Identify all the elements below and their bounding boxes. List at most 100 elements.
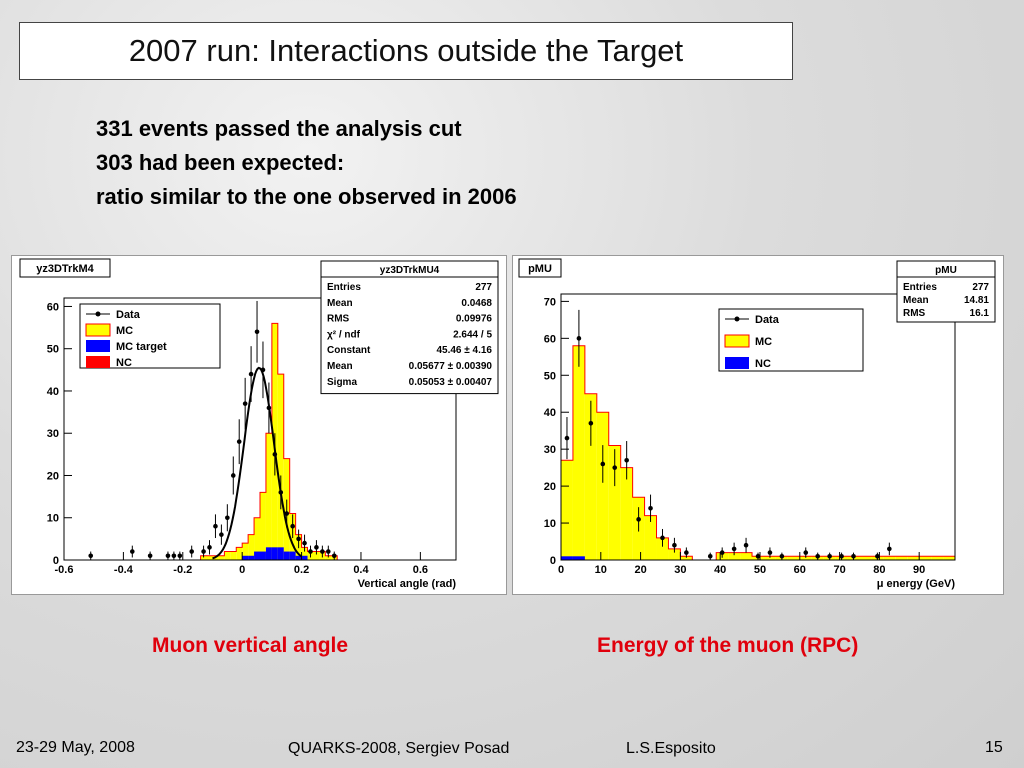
- data-point: [672, 542, 677, 548]
- data-point: [147, 553, 153, 559]
- footer-date: 23-29 May, 2008: [16, 739, 135, 756]
- y-tick-label: 0: [53, 555, 59, 567]
- mc-target-bar: [248, 555, 255, 560]
- mc-bar: [859, 556, 872, 560]
- y-tick-label: 50: [544, 370, 556, 382]
- data-point: [875, 554, 880, 559]
- slide-title-box: 2007 run: Interactions outside the Targe…: [19, 22, 793, 80]
- data-point: [779, 554, 785, 559]
- y-tick-label: 20: [47, 470, 59, 482]
- x-tick-label: 10: [595, 564, 607, 576]
- data-point: [230, 473, 236, 478]
- plot-frame: [560, 293, 956, 561]
- legend-data-marker: [95, 311, 101, 317]
- data-point: [236, 439, 242, 444]
- legend-swatch-mc-target: [86, 340, 110, 352]
- mc-target-bar: [260, 551, 266, 560]
- muon-energy-histogram: pMU 0 10 20 30 40 50 60 70 0 10 20 30 40 50 60 70 80 90 μ e…: [518, 258, 996, 590]
- stats-box: [896, 260, 996, 323]
- mc-bar: [763, 556, 776, 560]
- histogram-name-tag-box: [518, 258, 562, 278]
- data-point: [219, 532, 224, 537]
- legend-swatch-mc-target: [725, 357, 749, 369]
- data-point: [171, 553, 177, 559]
- data-point: [248, 371, 254, 377]
- y-tick-label: 30: [47, 428, 59, 440]
- summary-text: 331 events passed the analysis cut 303 h…: [96, 112, 517, 214]
- mc-target-bar: [289, 551, 296, 560]
- legend-label: MC: [116, 325, 133, 337]
- y-tick-label: 0: [550, 555, 556, 567]
- histogram-name-tag: yz3DTrkM4: [36, 263, 94, 275]
- x-tick-label: 0.2: [294, 564, 309, 576]
- mc-bar: [265, 433, 272, 560]
- data-point: [743, 542, 749, 548]
- data-point: [624, 457, 629, 463]
- data-point: [326, 549, 331, 554]
- mc-bar: [907, 556, 920, 560]
- data-point: [290, 523, 295, 529]
- mc-bar: [596, 412, 609, 560]
- data-point: [320, 549, 325, 554]
- data-point: [177, 553, 183, 559]
- stats-key: Entries: [327, 282, 361, 293]
- mc-bar: [200, 555, 207, 560]
- legend-label: MC target: [116, 341, 167, 353]
- mc-bar: [740, 552, 753, 560]
- mc-bar: [242, 543, 249, 560]
- data-point: [201, 549, 206, 554]
- vertical-angle-histogram-panel: yz3DTrkM4 0 10 20 30 40 50 60 -0.6 -0.4 -0.2 0 0.2 0.…: [11, 255, 507, 595]
- data-point: [707, 554, 713, 559]
- data-point: [827, 554, 832, 559]
- data-point: [278, 490, 284, 495]
- summary-line-3: ratio similar to the one observed in 200…: [96, 184, 517, 209]
- mc-target-bar: [242, 555, 249, 560]
- data-point: [887, 546, 892, 552]
- stats-value: 2.644 / 5: [453, 329, 492, 340]
- mc-bar: [620, 467, 633, 560]
- caption-muon-energy: Energy of the muon (RPC): [597, 634, 859, 657]
- data-point: [272, 452, 278, 457]
- mc-bar: [787, 556, 800, 560]
- x-tick-label: 30: [674, 564, 686, 576]
- mc-bar: [943, 556, 955, 560]
- mc-target-bar: [283, 551, 290, 560]
- y-tick-label: 60: [47, 301, 59, 313]
- data-point: [302, 540, 307, 546]
- mc-target-bar: [572, 556, 585, 560]
- mc-bar: [325, 555, 332, 560]
- mc-bar: [301, 547, 308, 560]
- data-point: [755, 554, 761, 559]
- stats-value: 0.09976: [456, 314, 493, 325]
- data-point: [88, 553, 94, 559]
- mc-bar: [260, 492, 266, 560]
- data-point: [225, 515, 230, 521]
- x-tick-label: -0.4: [114, 564, 134, 576]
- data-point: [213, 523, 218, 529]
- y-tick-label: 10: [544, 518, 556, 530]
- y-tick-label: 40: [544, 407, 556, 419]
- data-point: [576, 336, 582, 341]
- stats-key: Mean: [327, 361, 353, 372]
- data-point: [189, 549, 194, 554]
- slide-title: 2007 run: Interactions outside the Targe…: [128, 33, 684, 68]
- stats-key: Mean: [327, 298, 353, 309]
- stats-value: 0.0468: [461, 298, 492, 309]
- footer-author: L.S.Esposito: [626, 740, 716, 757]
- stats-key: Constant: [327, 345, 371, 356]
- data-point: [331, 553, 337, 559]
- mc-bar: [883, 556, 896, 560]
- legend-swatch-mc: [85, 323, 111, 337]
- mc-bar: [313, 551, 320, 560]
- mc-bar: [561, 460, 573, 560]
- stats-key: χ² / ndf: [327, 329, 361, 340]
- mc-bar: [218, 555, 225, 560]
- x-axis-label: Vertical angle (rad): [358, 578, 457, 590]
- plot-frame: [63, 297, 457, 561]
- mc-bar: [254, 517, 260, 560]
- stats-value: 16.1: [970, 308, 990, 319]
- mc-bar: [584, 393, 597, 560]
- x-tick-label: 90: [913, 564, 925, 576]
- legend-label: NC: [116, 357, 132, 369]
- stats-value: 277: [972, 282, 989, 293]
